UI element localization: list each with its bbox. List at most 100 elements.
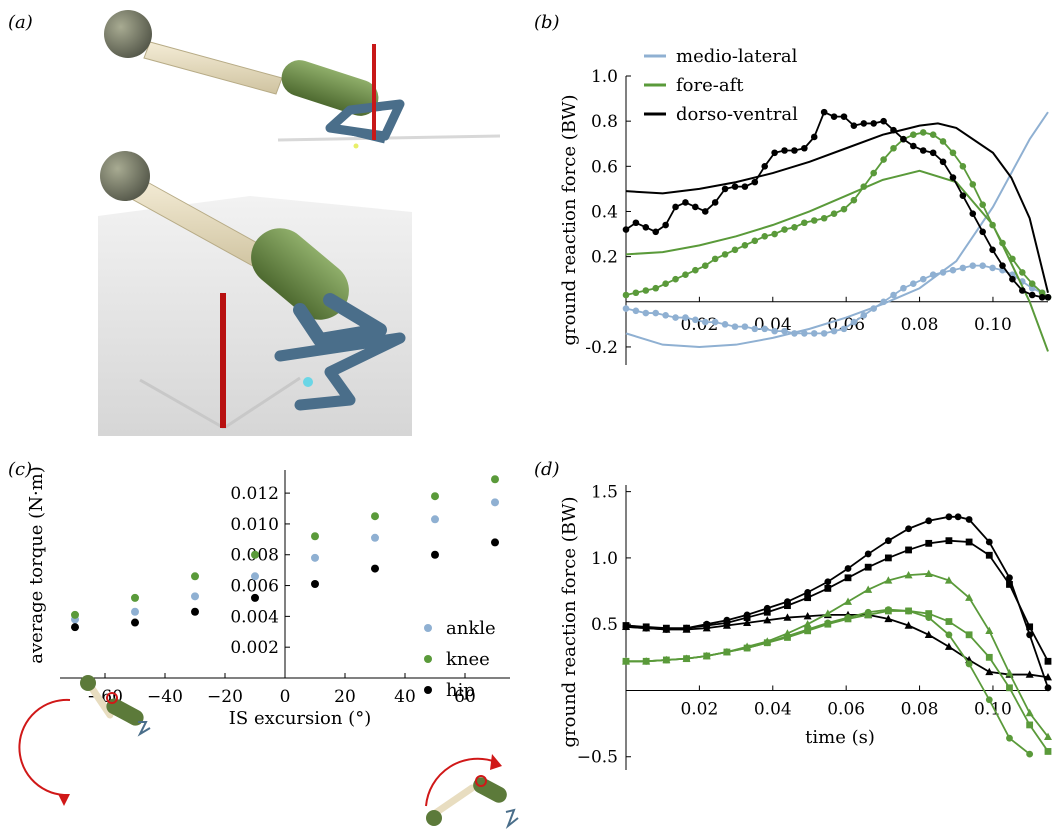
data-point-fore-aft	[880, 156, 887, 163]
legend-label: ankle	[446, 618, 496, 639]
data-point-medio-lateral	[890, 291, 897, 299]
x-axis-label: time (s)	[805, 727, 875, 748]
data-point-medio-lateral	[910, 280, 917, 288]
data-point-dorso-ventral	[999, 262, 1006, 269]
x-tick-label: 20	[334, 687, 356, 707]
data-point-triangle	[884, 576, 893, 584]
data-point-medio-lateral	[771, 327, 778, 335]
data-point-square	[965, 538, 973, 546]
data-point-square	[804, 594, 812, 602]
model-perspective-view	[98, 151, 412, 436]
data-point-ankle	[191, 592, 199, 601]
data-point-triangle	[1044, 732, 1052, 741]
data-point-triangle	[763, 637, 772, 645]
data-point-triangle	[763, 616, 772, 624]
x-tick-label: 0.06	[827, 699, 865, 719]
data-point-dorso-ventral	[830, 113, 838, 120]
y-tick-label: 0.002	[230, 638, 279, 658]
model-side-view	[104, 10, 501, 149]
data-point-ankle	[371, 533, 379, 542]
data-point-dorso-ventral	[850, 122, 858, 129]
data-point-fore-aft	[751, 237, 759, 245]
data-point-medio-lateral	[929, 271, 937, 278]
data-point-fore-aft	[781, 226, 788, 233]
data-point-square	[905, 607, 912, 615]
data-point-hip	[71, 623, 79, 632]
data-point-square	[844, 574, 852, 582]
data-point-dorso-ventral	[662, 221, 669, 229]
legend-label: knee	[446, 649, 490, 670]
data-point-medio-lateral	[632, 307, 640, 315]
y-tick-label: 0.006	[230, 577, 279, 597]
data-point-fore-aft	[721, 251, 729, 258]
y-tick-label: -0.2	[585, 338, 618, 358]
data-point-medio-lateral	[721, 321, 729, 328]
data-point-triangle	[803, 612, 812, 620]
data-point-square	[925, 539, 933, 547]
series-line	[625, 539, 1049, 662]
data-point-square	[985, 551, 993, 559]
data-point-fore-aft	[622, 291, 630, 299]
data-point-triangle	[743, 642, 752, 650]
data-point-medio-lateral	[662, 312, 669, 319]
data-point-dorso-ventral	[751, 178, 759, 186]
chart-average-torque-vs-excursion: −60−40−2002040600.0020.0040.0060.0080.01…	[26, 466, 510, 729]
data-point-knee	[431, 492, 439, 501]
data-point-medio-lateral	[741, 323, 749, 330]
y-tick-label: 0.004	[230, 607, 279, 627]
data-point-dorso-ventral	[622, 226, 630, 233]
data-point-medio-lateral	[969, 262, 977, 269]
data-point-fore-aft	[860, 183, 868, 190]
x-axis-label: IS excursion (°)	[229, 708, 371, 729]
data-point-dorso-ventral	[1044, 293, 1052, 301]
data-point-dorso-ventral	[949, 174, 957, 181]
musculoskeletal-model-illustration	[98, 10, 501, 436]
data-point-circle	[945, 513, 953, 521]
data-point-square	[784, 634, 791, 641]
data-point-medio-lateral	[830, 327, 838, 335]
data-point-medio-lateral	[870, 305, 877, 312]
data-point-square	[925, 610, 933, 617]
data-point-medio-lateral	[761, 325, 769, 333]
data-point-hip	[131, 618, 139, 627]
data-point-medio-lateral	[979, 262, 986, 269]
data-point-dorso-ventral	[801, 144, 808, 152]
y-tick-label: 0.2	[591, 248, 618, 268]
data-point-circle	[864, 550, 872, 558]
data-point-square	[884, 554, 892, 562]
panel-label-a: (a)	[8, 12, 33, 33]
data-point-dorso-ventral	[761, 163, 769, 170]
data-point-triangle	[702, 623, 711, 632]
y-tick-label: 1.0	[591, 67, 618, 87]
data-point-medio-lateral	[751, 325, 759, 333]
data-point-medio-lateral	[959, 264, 967, 272]
data-point-triangle	[662, 655, 671, 664]
data-point-dorso-ventral	[880, 117, 887, 125]
y-axis-label: ground reaction force (BW)	[559, 95, 580, 346]
data-point-medio-lateral	[682, 314, 689, 321]
data-point-circle	[884, 537, 892, 545]
data-point-triangle	[844, 597, 853, 605]
data-point-dorso-ventral	[929, 149, 937, 157]
data-point-fore-aft	[850, 196, 858, 204]
data-point-square	[945, 618, 953, 625]
data-point-triangle	[803, 619, 812, 628]
y-axis-label: ground reaction force (BW)	[559, 497, 580, 748]
data-point-knee	[311, 532, 319, 541]
data-point-hip	[191, 607, 199, 616]
data-point-square	[1006, 581, 1013, 588]
data-point-dorso-ventral	[632, 219, 640, 227]
data-point-fore-aft	[771, 230, 778, 238]
data-point-triangle	[622, 657, 630, 665]
data-point-medio-lateral	[781, 327, 788, 335]
data-point-knee	[191, 572, 199, 581]
data-point-fore-aft	[692, 266, 699, 274]
panel-label-b: (b)	[534, 12, 560, 33]
data-point-square	[965, 631, 973, 639]
data-point-medio-lateral	[791, 330, 798, 337]
y-tick-label: 0.5	[591, 615, 618, 635]
legend-marker	[424, 686, 432, 694]
data-point-knee	[491, 475, 499, 484]
data-point-circle	[1044, 684, 1052, 692]
data-point-ankle	[131, 607, 139, 616]
